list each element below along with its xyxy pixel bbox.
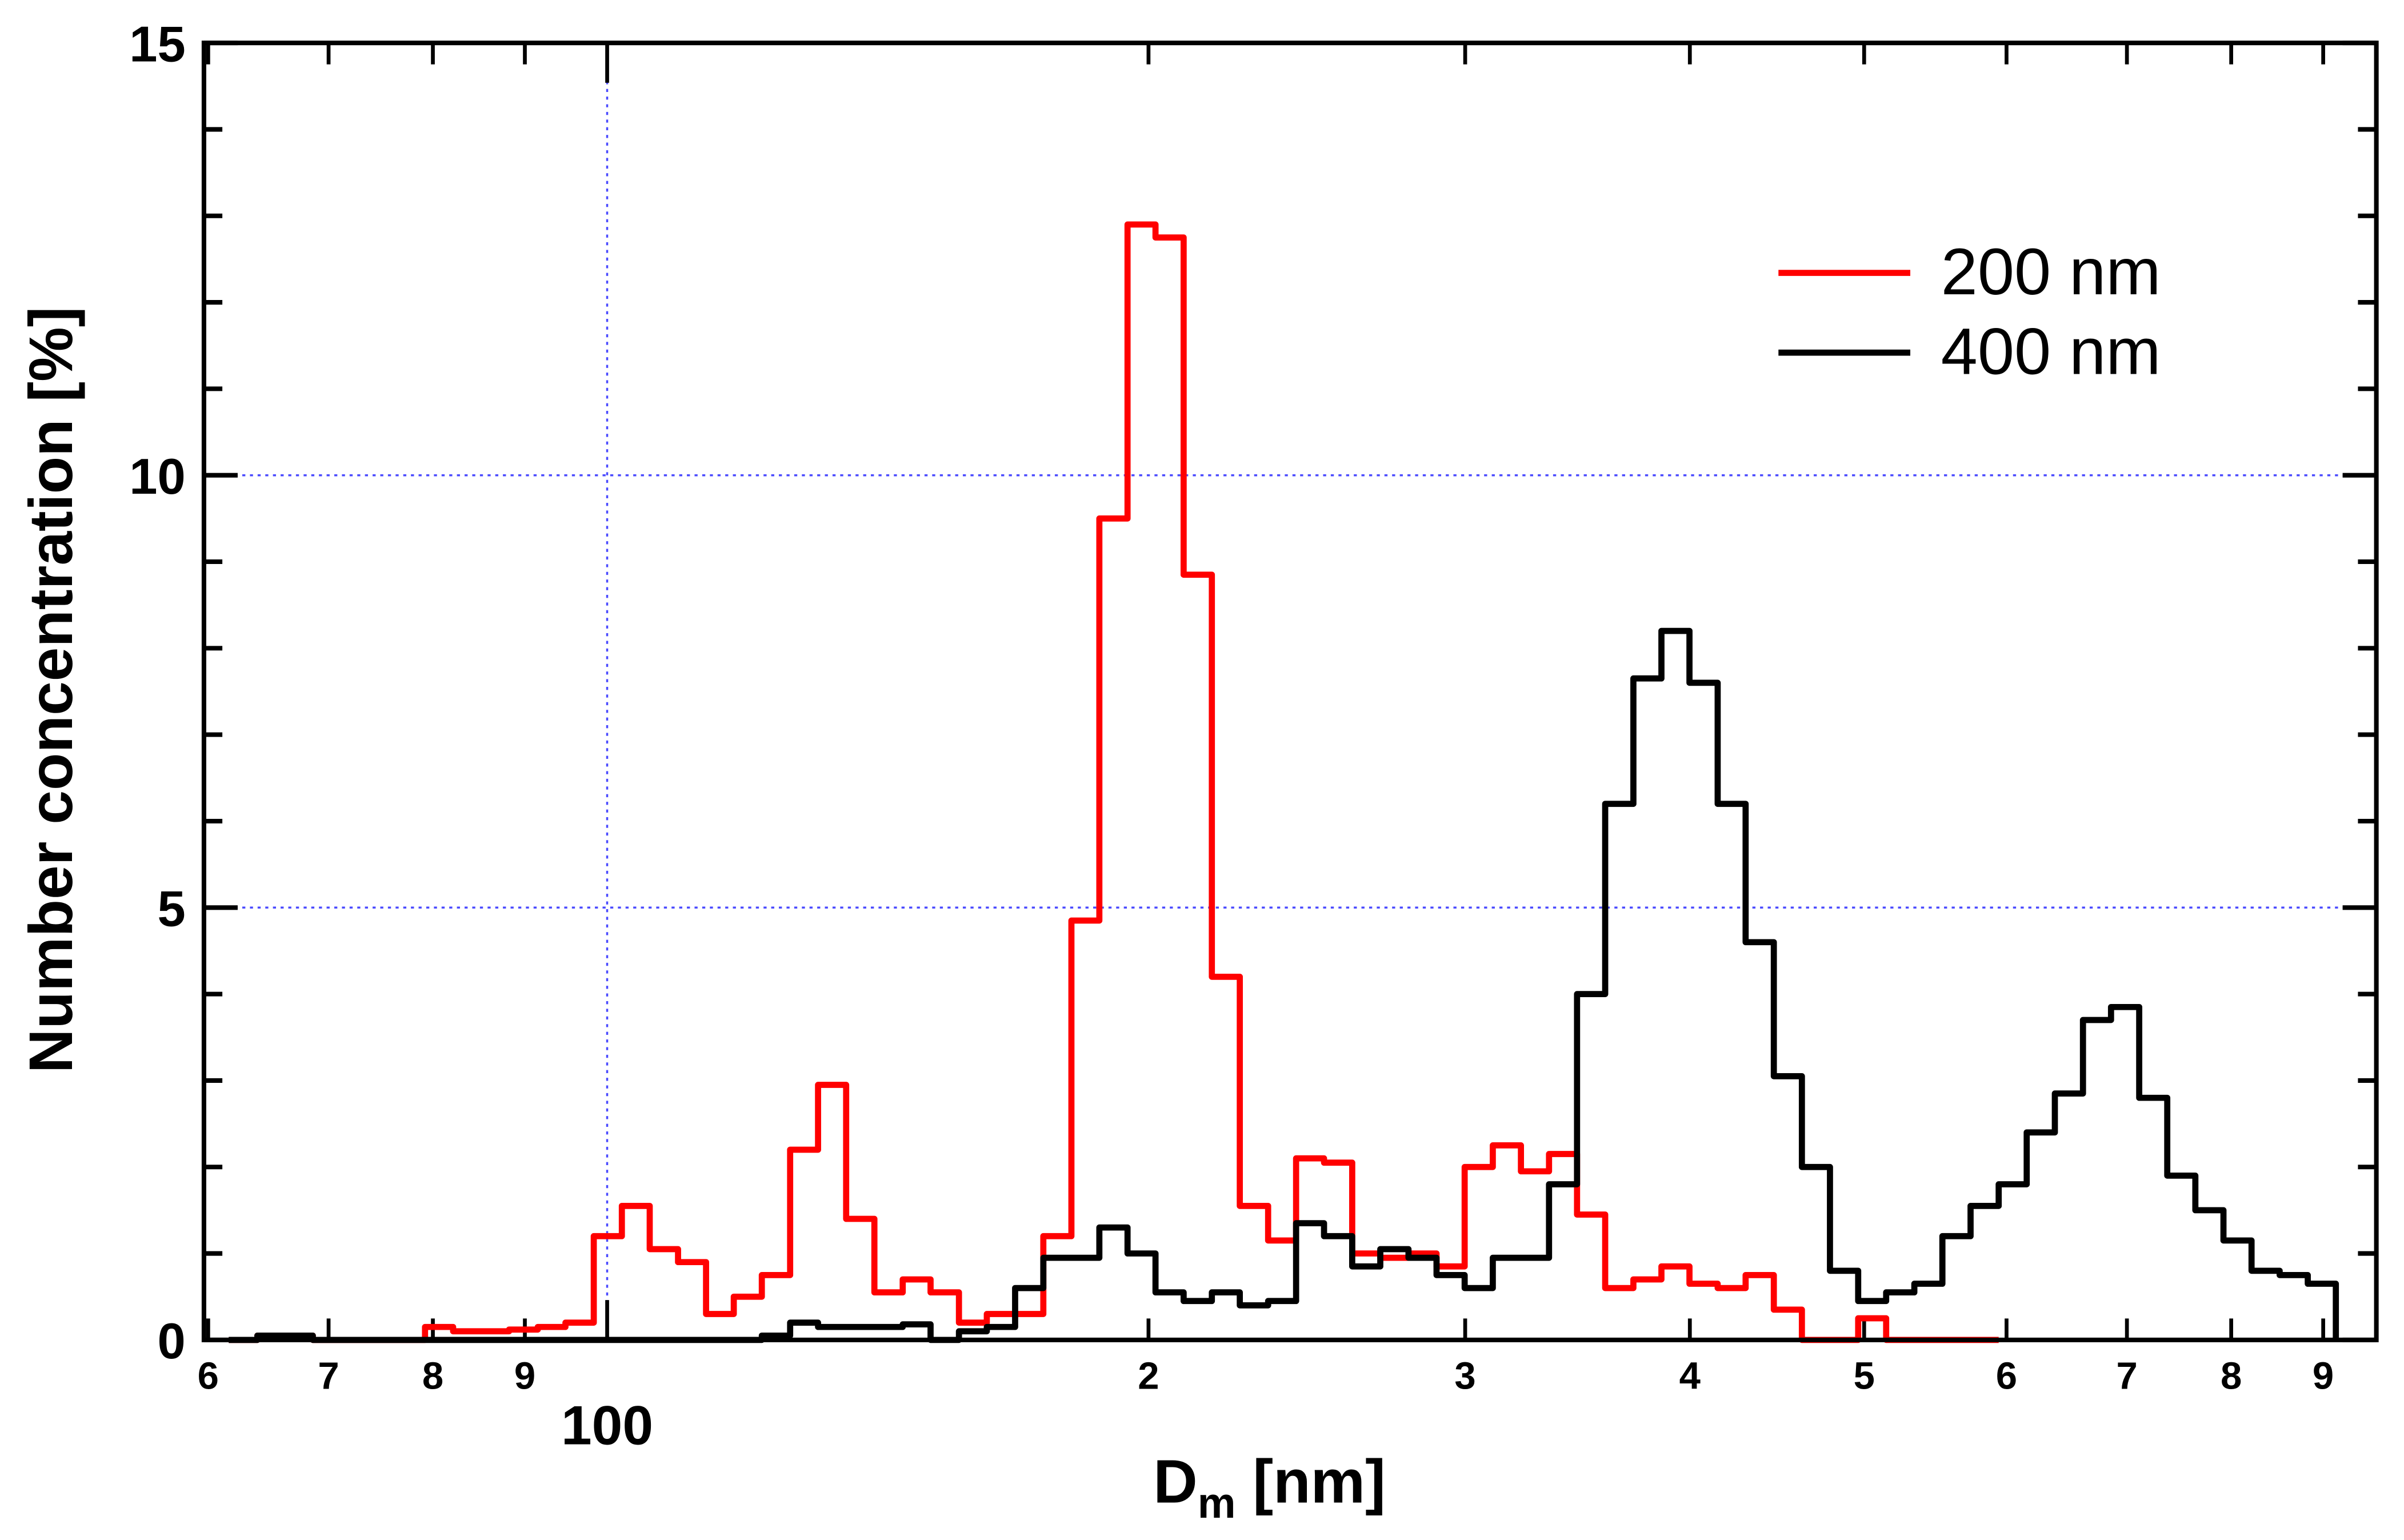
- series-line-200nm: [229, 221, 1999, 1343]
- legend-label-400nm: 400 nm: [1941, 315, 2161, 389]
- plot-frame: [201, 41, 2379, 1342]
- x-tick-label: 8: [2221, 1355, 2242, 1398]
- y-tick-label: 5: [157, 880, 185, 937]
- x-tick-label: 2: [1138, 1355, 1159, 1398]
- series-group: [229, 221, 2339, 1343]
- legend: 200 nm 400 nm: [1778, 235, 2161, 389]
- x-tick-label: 9: [2313, 1355, 2334, 1398]
- y-tick-label: 15: [129, 15, 185, 72]
- axis-ticks: 0 5 10 15 6 7 8 9 100 2 3 4 5 6 7 8 9: [129, 15, 2377, 1456]
- x-tick-label: 7: [318, 1355, 339, 1398]
- x-axis-title-main: D: [1153, 1447, 1197, 1515]
- y-tick-label: 0: [157, 1313, 185, 1369]
- x-tick-label: 5: [1854, 1355, 1875, 1398]
- x-tick-label: 9: [514, 1355, 535, 1398]
- x-tick-label: 4: [1679, 1355, 1701, 1398]
- series-line-400nm: [229, 627, 2339, 1343]
- x-tick-label: 100: [561, 1395, 653, 1456]
- x-axis-title-unit: [nm]: [1236, 1447, 1386, 1515]
- x-tick-label: 7: [2116, 1355, 2137, 1398]
- x-tick-label: 6: [198, 1355, 219, 1398]
- y-axis-title: Number concentration [%]: [17, 307, 85, 1073]
- x-tick-label: 8: [422, 1355, 443, 1398]
- x-tick-label: 3: [1454, 1355, 1475, 1398]
- x-tick-label: 6: [1996, 1355, 2017, 1398]
- y-tick-label: 10: [129, 448, 185, 505]
- legend-label-200nm: 200 nm: [1941, 235, 2161, 309]
- x-axis-title: Dm [nm]: [1153, 1447, 1386, 1527]
- grid-lines: [203, 43, 2377, 1340]
- x-axis-title-subscript: m: [1198, 1479, 1236, 1527]
